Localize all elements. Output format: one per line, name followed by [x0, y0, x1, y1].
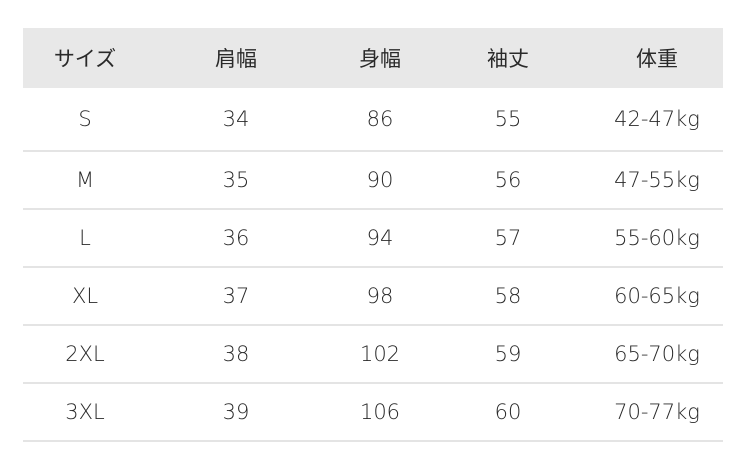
- table-row: 2XL 38 102 59 65-70kg: [23, 326, 723, 384]
- table-row: 3XL 39 106 60 70-77kg: [23, 384, 723, 442]
- table-row: M 35 90 56 47-55kg: [23, 152, 723, 210]
- size-table: サイズ 肩幅 身幅 袖丈 体重 S 34 86 55 42-47kg M 35 90 56 47-…: [23, 28, 723, 442]
- cell-sleeve: 55: [494, 107, 522, 131]
- header-shoulder: 肩幅: [215, 47, 257, 71]
- cell-shoulder: 39: [222, 400, 250, 424]
- header-weight: 体重: [636, 47, 678, 71]
- cell-size: XL: [71, 284, 99, 308]
- cell-shoulder: 37: [222, 284, 250, 308]
- cell-chest: 98: [366, 284, 394, 308]
- table-row: L 36 94 57 55-60kg: [23, 210, 723, 268]
- cell-weight: 55-60kg: [614, 226, 700, 250]
- cell-size: M: [75, 168, 95, 192]
- cell-weight: 47-55kg: [614, 168, 700, 192]
- cell-chest: 86: [366, 107, 394, 131]
- cell-size: L: [79, 226, 91, 250]
- table-row: S 34 86 55 42-47kg: [23, 88, 723, 152]
- cell-size: 3XL: [65, 400, 105, 424]
- cell-shoulder: 35: [222, 168, 250, 192]
- cell-shoulder: 38: [222, 342, 250, 366]
- cell-size: S: [78, 107, 92, 131]
- cell-weight: 42-47kg: [614, 107, 700, 131]
- cell-size: 2XL: [65, 342, 105, 366]
- cell-shoulder: 36: [222, 226, 250, 250]
- table-header: サイズ 肩幅 身幅 袖丈 体重: [23, 28, 723, 88]
- cell-weight: 70-77kg: [614, 400, 700, 424]
- cell-sleeve: 56: [494, 168, 522, 192]
- cell-sleeve: 58: [494, 284, 522, 308]
- cell-chest: 94: [366, 226, 394, 250]
- cell-sleeve: 59: [494, 342, 522, 366]
- cell-weight: 60-65kg: [614, 284, 700, 308]
- cell-chest: 90: [366, 168, 394, 192]
- cell-sleeve: 57: [494, 226, 522, 250]
- cell-chest: 102: [359, 342, 401, 366]
- header-chest: 身幅: [359, 47, 401, 71]
- table-row: XL 37 98 58 60-65kg: [23, 268, 723, 326]
- cell-sleeve: 60: [494, 400, 522, 424]
- cell-chest: 106: [359, 400, 401, 424]
- header-size: サイズ: [53, 47, 117, 71]
- header-sleeve: 袖丈: [487, 47, 529, 71]
- cell-shoulder: 34: [222, 107, 250, 131]
- cell-weight: 65-70kg: [614, 342, 700, 366]
